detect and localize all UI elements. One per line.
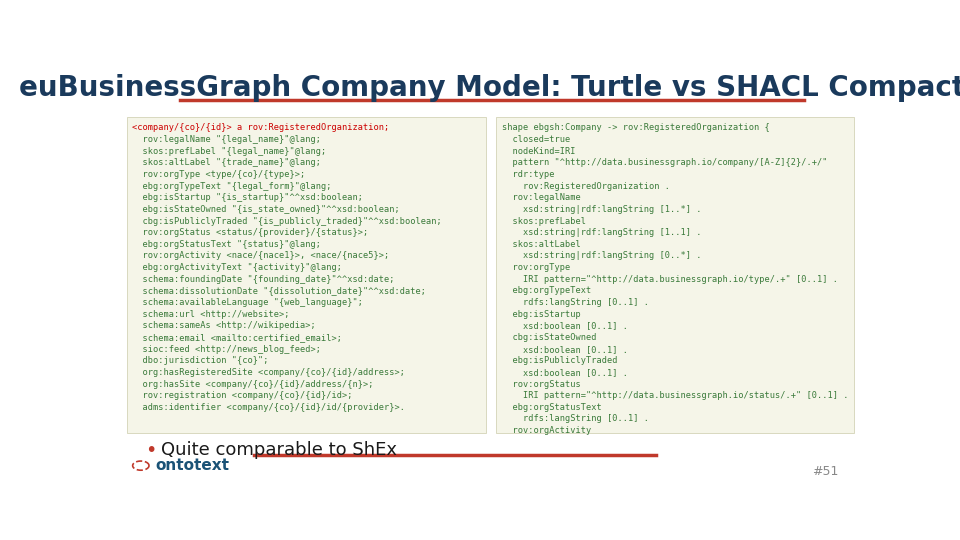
- Text: rdfs:langString [0..1] .: rdfs:langString [0..1] .: [502, 298, 649, 307]
- Text: org:hasSite <company/{co}/{id}/address/{n}>;: org:hasSite <company/{co}/{id}/address/{…: [132, 380, 373, 389]
- Text: rov:registration <company/{co}/{id}/id>;: rov:registration <company/{co}/{id}/id>;: [132, 391, 352, 400]
- Text: closed=true: closed=true: [502, 135, 570, 144]
- Text: xsd:string|rdf:langString [1..*] .: xsd:string|rdf:langString [1..*] .: [502, 205, 701, 214]
- Text: schema:sameAs <http://wikipedia>;: schema:sameAs <http://wikipedia>;: [132, 321, 316, 330]
- Text: ebg:orgTypeText "{legal_form}"@lang;: ebg:orgTypeText "{legal_form}"@lang;: [132, 181, 331, 191]
- Text: ebg:orgStatusText "{status}"@lang;: ebg:orgStatusText "{status}"@lang;: [132, 240, 321, 249]
- Text: ebg:isStartup "{is_startup}"^^xsd:boolean;: ebg:isStartup "{is_startup}"^^xsd:boolea…: [132, 193, 363, 202]
- Text: xsd:boolean [0..1] .: xsd:boolean [0..1] .: [502, 321, 628, 330]
- Text: xsd:string|rdf:langString [0..*] .: xsd:string|rdf:langString [0..*] .: [502, 252, 701, 260]
- Text: ebg:orgActivityText "{activity}"@lang;: ebg:orgActivityText "{activity}"@lang;: [132, 263, 342, 272]
- Text: xsd:boolean [0..1] .: xsd:boolean [0..1] .: [502, 345, 628, 354]
- Text: xsd:string|rdf:langString [1..1] .: xsd:string|rdf:langString [1..1] .: [502, 228, 701, 237]
- Text: skos:altLabel: skos:altLabel: [502, 240, 581, 249]
- Text: skos:altLabel "{trade_name}"@lang;: skos:altLabel "{trade_name}"@lang;: [132, 158, 321, 167]
- Text: schema:dissolutionDate "{dissolution_date}"^^xsd:date;: schema:dissolutionDate "{dissolution_dat…: [132, 286, 426, 295]
- Text: ebg:orgStatusText: ebg:orgStatusText: [502, 403, 601, 412]
- Text: schema:url <http://website>;: schema:url <http://website>;: [132, 310, 289, 319]
- Text: rov:orgActivity: rov:orgActivity: [502, 426, 591, 435]
- Text: rov:orgType <type/{co}/{type}>;: rov:orgType <type/{co}/{type}>;: [132, 170, 305, 179]
- Text: rov:legalName "{legal_name}"@lang;: rov:legalName "{legal_name}"@lang;: [132, 135, 321, 144]
- Text: rdr:type: rdr:type: [502, 170, 554, 179]
- Text: cbg:isStateOwned: cbg:isStateOwned: [502, 333, 596, 342]
- Text: nodeKind=IRI: nodeKind=IRI: [502, 147, 575, 156]
- Text: schema:availableLanguage "{web_language}";: schema:availableLanguage "{web_language}…: [132, 298, 363, 307]
- Text: pattern "^http://data.businessgraph.io/company/[A-Z]{2}/.+/": pattern "^http://data.businessgraph.io/c…: [502, 158, 828, 167]
- Text: ebg:isStateOwned "{is_state_owned}"^^xsd:boolean;: ebg:isStateOwned "{is_state_owned}"^^xsd…: [132, 205, 399, 214]
- Text: •: •: [146, 441, 156, 460]
- Text: skos:prefLabel "{legal_name}"@lang;: skos:prefLabel "{legal_name}"@lang;: [132, 147, 326, 156]
- Text: <company/{co}/{id}> a rov:RegisteredOrganization;: <company/{co}/{id}> a rov:RegisteredOrga…: [132, 124, 389, 132]
- Text: #51: #51: [811, 465, 838, 478]
- Text: euBusinessGraph Company Model: Turtle vs SHACL Compact: euBusinessGraph Company Model: Turtle vs…: [19, 73, 960, 102]
- Text: rov:orgType: rov:orgType: [502, 263, 570, 272]
- Text: IRI pattern="^http://data.businessgraph.io/status/.+" [0..1] .: IRI pattern="^http://data.businessgraph.…: [502, 391, 849, 400]
- Text: schema:foundingDate "{founding_date}"^^xsd:date;: schema:foundingDate "{founding_date}"^^x…: [132, 275, 395, 284]
- FancyBboxPatch shape: [495, 117, 854, 433]
- Text: ebg:isPubliclyTraded: ebg:isPubliclyTraded: [502, 356, 617, 365]
- Text: rov:orgStatus: rov:orgStatus: [502, 380, 581, 389]
- Text: IRI pattern="^http://data.businessgraph.io/type/.+" [0..1] .: IRI pattern="^http://data.businessgraph.…: [502, 275, 838, 284]
- Text: Quite comparable to ShEx: Quite comparable to ShEx: [161, 441, 396, 459]
- Text: ebg:orgTypeText: ebg:orgTypeText: [502, 286, 591, 295]
- Text: cbg:isPubliclyTraded "{is_publicly_traded}"^^xsd:boolean;: cbg:isPubliclyTraded "{is_publicly_trade…: [132, 217, 442, 226]
- Text: sioc:feed <http://news_blog_feed>;: sioc:feed <http://news_blog_feed>;: [132, 345, 321, 354]
- Text: skos:prefLabel: skos:prefLabel: [502, 217, 586, 226]
- Text: rdfs:langString [0..1] .: rdfs:langString [0..1] .: [502, 415, 649, 423]
- Text: shape ebgsh:Company -> rov:RegisteredOrganization {: shape ebgsh:Company -> rov:RegisteredOrg…: [502, 124, 769, 132]
- Text: rov:orgStatus <status/{provider}/{status}>;: rov:orgStatus <status/{provider}/{status…: [132, 228, 368, 237]
- Text: rov:RegisteredOrganization .: rov:RegisteredOrganization .: [502, 181, 670, 191]
- Text: xsd:boolean [0..1] .: xsd:boolean [0..1] .: [502, 368, 628, 377]
- Text: adms:identifier <company/{co}/{id}/id/{provider}>.: adms:identifier <company/{co}/{id}/id/{p…: [132, 403, 405, 412]
- Text: ebg:isStartup: ebg:isStartup: [502, 310, 581, 319]
- Text: rov:legalName: rov:legalName: [502, 193, 581, 202]
- Text: schema:email <mailto:certified_email>;: schema:email <mailto:certified_email>;: [132, 333, 342, 342]
- Text: dbo:jurisdiction "{co}";: dbo:jurisdiction "{co}";: [132, 356, 269, 365]
- FancyBboxPatch shape: [128, 117, 486, 433]
- Text: org:hasRegisteredSite <company/{co}/{id}/address>;: org:hasRegisteredSite <company/{co}/{id}…: [132, 368, 405, 377]
- Text: rov:orgActivity <nace/{nace1}>, <nace/{nace5}>;: rov:orgActivity <nace/{nace1}>, <nace/{n…: [132, 252, 389, 260]
- Text: ontotext: ontotext: [155, 458, 229, 473]
